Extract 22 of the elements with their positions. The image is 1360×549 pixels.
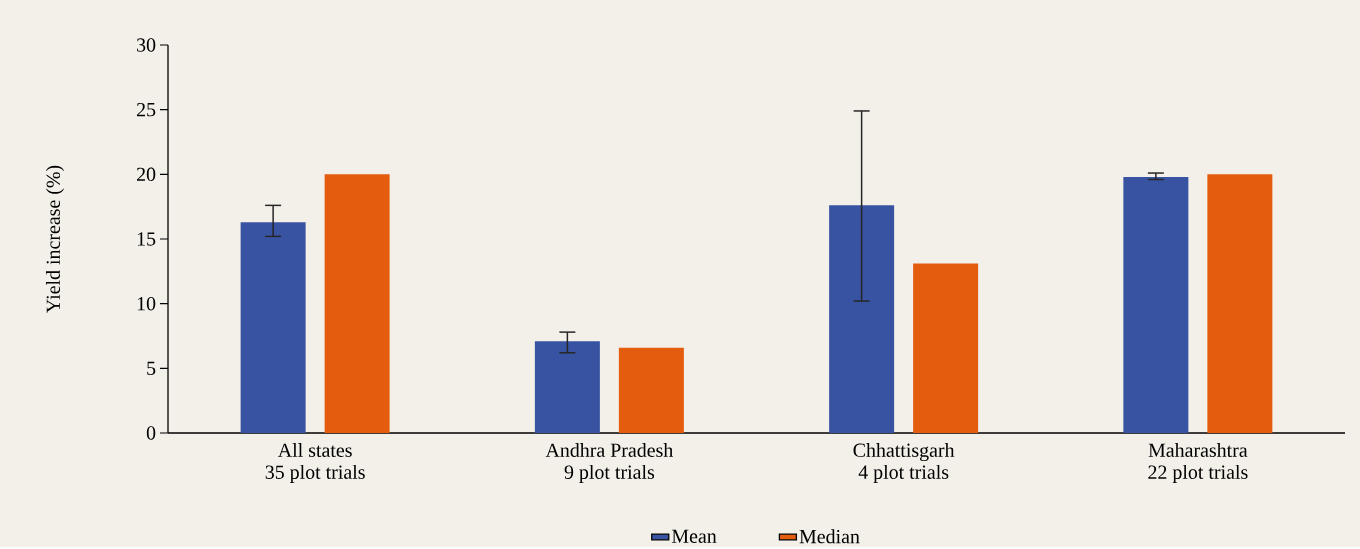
bar [829, 205, 895, 434]
y-tick-label: 25 [136, 103, 156, 117]
y-tick-label: 10 [137, 297, 156, 311]
legend-label: Median [799, 529, 860, 544]
y-tick-label: 30 [137, 38, 156, 52]
x-tick-label: Maharashtra 22 plot trials [1148, 443, 1248, 484]
legend-label: Mean [671, 529, 717, 544]
y-tick-label: 5 [147, 361, 156, 376]
bar [324, 174, 390, 434]
bar [240, 222, 306, 434]
x-tick-label: Andhra Pradesh 9 plot trials [545, 443, 674, 484]
bar [534, 341, 600, 434]
x-tick-label: All states 35 plot trials [265, 443, 365, 484]
y-axis-title: Yield increase (%) [45, 165, 65, 314]
y-tick-label: 0 [146, 426, 156, 440]
y-tick-label: 20 [136, 167, 156, 182]
y-tick-label: 15 [137, 232, 156, 246]
bar [1207, 174, 1273, 434]
bar [913, 263, 979, 434]
bar [618, 347, 684, 434]
bar [1123, 177, 1189, 434]
x-tick-label: Chhattisgarh 4 plot trials [853, 443, 955, 484]
